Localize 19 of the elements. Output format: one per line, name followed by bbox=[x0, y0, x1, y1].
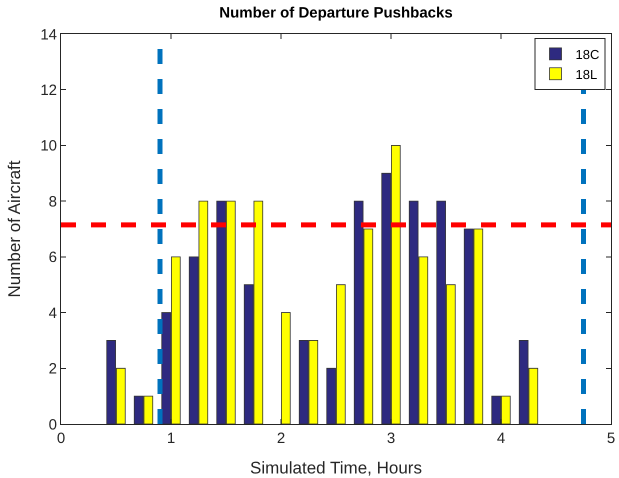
y-tick-label: 8 bbox=[48, 193, 57, 210]
x-tick-label: 4 bbox=[496, 430, 506, 447]
x-tick-label: 1 bbox=[166, 430, 176, 447]
legend-label: 18L bbox=[576, 66, 598, 82]
chart-title: Number of Departure Pushbacks bbox=[219, 4, 453, 22]
x-tick-label: 2 bbox=[276, 430, 286, 447]
x-tick-label: 3 bbox=[386, 430, 396, 447]
bar bbox=[281, 312, 291, 424]
legend-label: 18C bbox=[576, 46, 600, 62]
y-tick-label: 4 bbox=[48, 304, 57, 322]
x-tick-label: 5 bbox=[606, 430, 616, 447]
y-tick-label: 14 bbox=[40, 26, 57, 44]
x-axis-title: Simulated Time, Hours bbox=[250, 458, 422, 478]
y-tick-label: 0 bbox=[48, 416, 57, 434]
y-tick-label: 12 bbox=[40, 82, 57, 99]
y-tick-label: 2 bbox=[48, 360, 57, 378]
y-tick-label: 10 bbox=[40, 138, 57, 155]
y-tick-label: 6 bbox=[48, 249, 57, 266]
y-axis-title: Number of Aircraft bbox=[4, 160, 24, 298]
